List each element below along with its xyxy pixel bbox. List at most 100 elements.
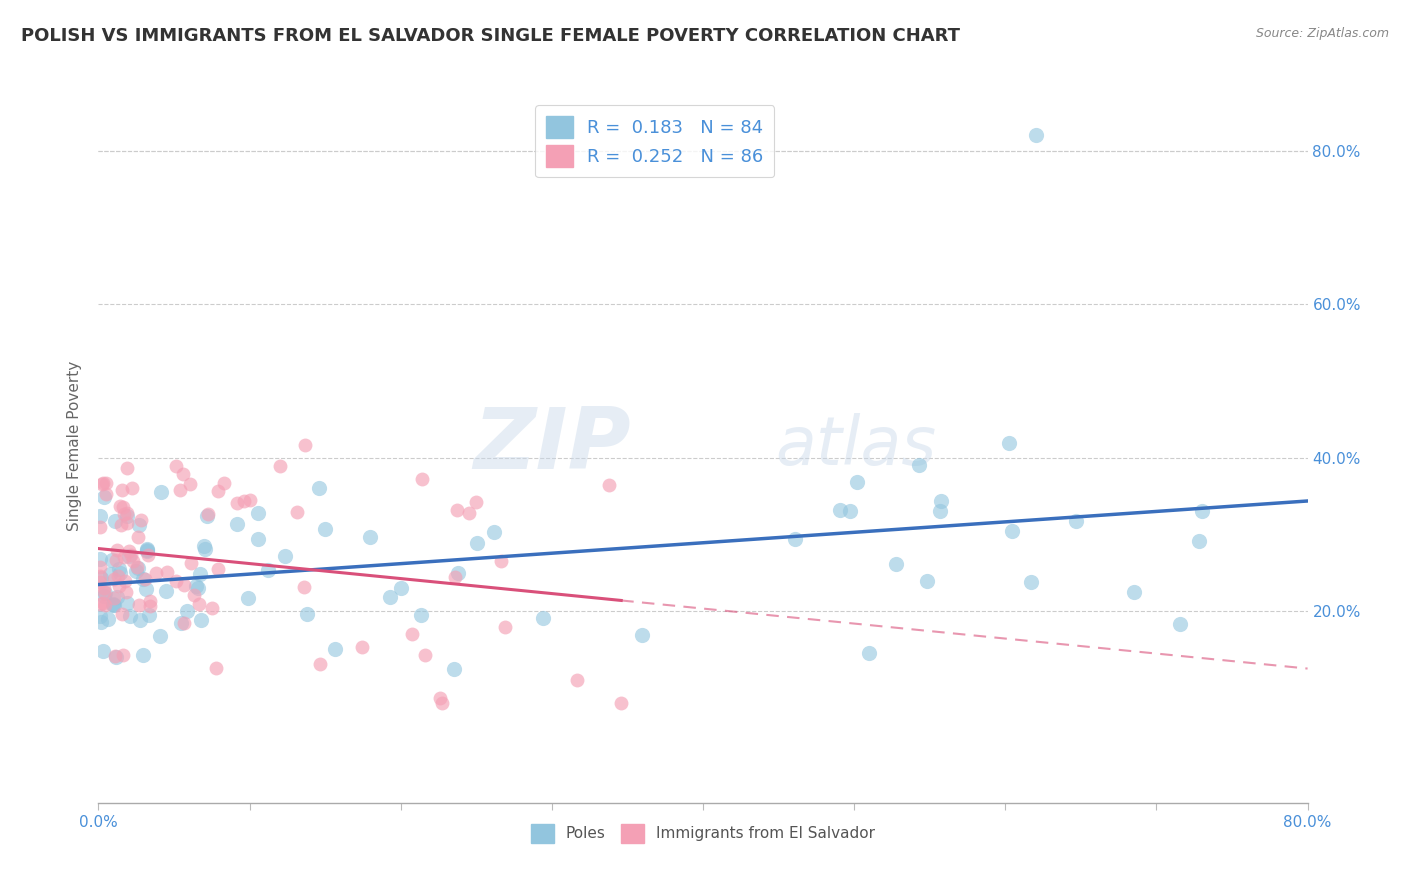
Point xyxy=(565,673,588,688)
Point xyxy=(93,581,115,595)
Point xyxy=(295,607,318,621)
Point xyxy=(188,597,211,611)
Text: atlas: atlas xyxy=(776,413,936,479)
Point xyxy=(93,585,115,599)
Point xyxy=(112,500,135,515)
Point xyxy=(90,615,112,630)
Point xyxy=(120,548,142,562)
Point xyxy=(915,574,938,588)
Point xyxy=(256,563,278,577)
Point xyxy=(108,562,131,576)
Point xyxy=(484,524,506,539)
Point xyxy=(134,572,156,586)
Point xyxy=(127,530,149,544)
Point xyxy=(194,542,217,557)
Point xyxy=(91,596,114,610)
Point xyxy=(598,478,620,492)
Point xyxy=(101,597,124,611)
Point xyxy=(155,584,177,599)
Point xyxy=(101,598,124,612)
Point xyxy=(103,598,125,612)
Point xyxy=(94,486,117,500)
Point xyxy=(285,505,308,519)
Point xyxy=(179,477,201,491)
Point xyxy=(458,506,481,520)
Y-axis label: Single Female Poverty: Single Female Poverty xyxy=(67,361,83,531)
Point xyxy=(491,554,513,568)
Point xyxy=(89,608,111,623)
Legend: Poles, Immigrants from El Salvador: Poles, Immigrants from El Salvador xyxy=(524,818,882,848)
Point xyxy=(845,475,868,490)
Point xyxy=(465,535,488,549)
Point xyxy=(183,588,205,602)
Point xyxy=(929,504,952,518)
Point xyxy=(105,542,128,557)
Point xyxy=(443,662,465,676)
Point xyxy=(378,591,401,605)
Point xyxy=(132,648,155,662)
Point xyxy=(120,608,142,623)
Point xyxy=(128,613,150,627)
Point xyxy=(352,640,374,655)
Point xyxy=(105,552,128,566)
Point xyxy=(204,661,226,675)
Point xyxy=(115,596,138,610)
Point xyxy=(118,549,141,563)
Point xyxy=(139,593,162,607)
Point xyxy=(170,616,193,631)
Point xyxy=(136,543,159,558)
Point xyxy=(108,579,131,593)
Point xyxy=(103,572,125,586)
Point xyxy=(132,572,155,586)
Point xyxy=(908,458,931,472)
Point xyxy=(200,601,222,615)
Point xyxy=(89,508,111,523)
Point xyxy=(101,553,124,567)
Point xyxy=(104,648,127,663)
Point xyxy=(430,696,453,710)
Point xyxy=(107,568,129,582)
Point xyxy=(226,496,249,510)
Point xyxy=(156,565,179,579)
Point xyxy=(783,532,806,546)
Point xyxy=(193,539,215,553)
Point xyxy=(1170,617,1192,632)
Point xyxy=(112,550,135,565)
Point xyxy=(269,459,291,474)
Point xyxy=(173,615,195,630)
Point xyxy=(128,518,150,533)
Point xyxy=(110,499,132,513)
Point xyxy=(90,571,112,585)
Point xyxy=(197,507,219,521)
Point xyxy=(188,567,211,582)
Point xyxy=(121,481,143,495)
Point xyxy=(997,436,1019,450)
Point xyxy=(139,599,162,613)
Point xyxy=(212,475,235,490)
Point xyxy=(150,485,173,500)
Point xyxy=(176,604,198,618)
Point xyxy=(103,591,125,605)
Point xyxy=(631,628,654,642)
Point xyxy=(127,561,149,575)
Point xyxy=(409,608,432,623)
Text: Source: ZipAtlas.com: Source: ZipAtlas.com xyxy=(1256,27,1389,40)
Point xyxy=(172,467,194,481)
Point xyxy=(118,544,141,558)
Point xyxy=(89,597,111,611)
Point xyxy=(411,472,433,486)
Point xyxy=(114,574,136,588)
Point xyxy=(89,569,111,583)
Point xyxy=(828,503,851,517)
Point xyxy=(1001,524,1024,538)
Point xyxy=(111,648,134,662)
Point xyxy=(145,566,167,580)
Point xyxy=(190,613,212,627)
Point xyxy=(98,567,121,582)
Point xyxy=(91,476,114,491)
Point xyxy=(274,549,297,564)
Point xyxy=(207,561,229,575)
Point xyxy=(135,543,157,558)
Point xyxy=(93,491,115,505)
Point xyxy=(531,610,554,624)
